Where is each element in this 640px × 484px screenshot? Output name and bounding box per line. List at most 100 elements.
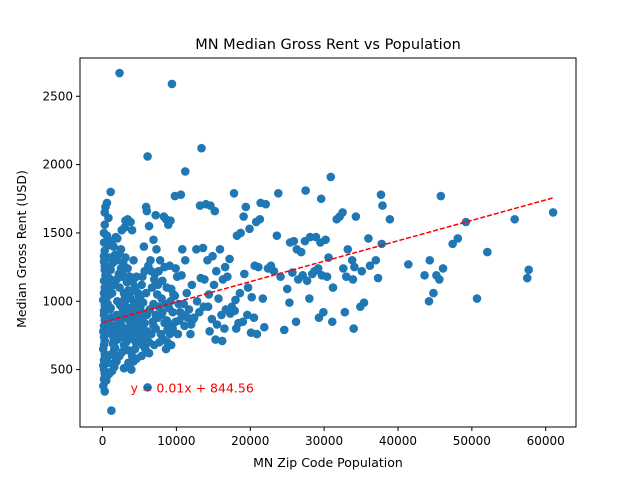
data-point bbox=[236, 228, 245, 238]
data-point bbox=[243, 283, 253, 292]
data-point bbox=[104, 369, 114, 379]
data-point bbox=[143, 383, 152, 392]
data-point bbox=[161, 344, 171, 354]
data-point bbox=[435, 275, 444, 284]
data-point bbox=[151, 310, 161, 320]
data-point bbox=[301, 186, 310, 195]
data-point bbox=[305, 232, 315, 242]
data-point bbox=[130, 344, 140, 354]
data-point bbox=[272, 231, 282, 240]
data-point bbox=[341, 272, 351, 281]
data-point bbox=[146, 266, 156, 276]
data-point bbox=[241, 202, 251, 212]
data-point bbox=[183, 313, 192, 322]
data-point bbox=[245, 224, 254, 234]
data-point bbox=[404, 260, 413, 269]
data-point bbox=[104, 213, 113, 223]
data-point bbox=[321, 235, 330, 245]
data-point bbox=[126, 217, 135, 227]
data-point bbox=[373, 273, 383, 283]
data-point bbox=[231, 324, 241, 333]
data-point bbox=[115, 249, 124, 258]
data-point bbox=[240, 269, 249, 279]
data-point bbox=[157, 310, 166, 320]
data-point bbox=[160, 318, 169, 328]
data-point bbox=[461, 217, 471, 227]
regression-layer bbox=[102, 197, 554, 324]
data-point bbox=[105, 305, 115, 314]
data-point bbox=[186, 329, 195, 339]
data-point bbox=[105, 283, 115, 292]
data-point bbox=[101, 376, 111, 385]
data-point bbox=[214, 294, 223, 303]
data-point bbox=[200, 275, 209, 284]
data-point bbox=[269, 266, 279, 276]
data-point bbox=[187, 280, 197, 290]
data-point bbox=[453, 234, 463, 243]
data-point bbox=[343, 245, 353, 254]
data-point bbox=[319, 307, 328, 317]
data-point bbox=[522, 273, 532, 283]
data-point bbox=[113, 317, 123, 327]
data-point bbox=[510, 214, 519, 224]
data-point bbox=[192, 296, 202, 306]
data-point bbox=[141, 288, 151, 298]
data-point bbox=[168, 307, 177, 317]
data-point bbox=[288, 268, 297, 277]
data-point bbox=[239, 212, 248, 221]
data-point bbox=[371, 255, 381, 265]
data-point bbox=[211, 266, 221, 276]
data-point bbox=[548, 208, 558, 217]
data-point bbox=[168, 324, 177, 333]
y-tick-label: 1000 bbox=[42, 294, 73, 308]
x-axis-label: MN Zip Code Population bbox=[253, 455, 403, 470]
data-point bbox=[208, 251, 217, 261]
data-point bbox=[100, 220, 110, 230]
data-point bbox=[225, 254, 234, 264]
x-tick-label: 20000 bbox=[231, 434, 269, 448]
x-tick-label: 50000 bbox=[453, 434, 491, 448]
data-point bbox=[254, 262, 263, 272]
data-point bbox=[207, 314, 217, 324]
data-point bbox=[313, 264, 323, 273]
data-point bbox=[121, 337, 131, 347]
data-point bbox=[149, 321, 158, 331]
data-point bbox=[231, 295, 240, 305]
data-point bbox=[215, 245, 225, 254]
data-point bbox=[324, 253, 333, 262]
data-point bbox=[350, 262, 359, 272]
data-point bbox=[129, 255, 138, 265]
data-point bbox=[247, 292, 257, 302]
data-point bbox=[182, 288, 192, 298]
data-point bbox=[198, 243, 208, 253]
data-point bbox=[123, 362, 132, 372]
y-tick-label: 500 bbox=[50, 363, 73, 377]
data-point bbox=[176, 190, 186, 199]
y-tick-label: 2500 bbox=[42, 89, 73, 103]
y-tick-label: 2000 bbox=[42, 158, 73, 172]
data-point bbox=[144, 221, 154, 231]
data-point bbox=[155, 255, 165, 265]
data-point bbox=[438, 264, 448, 273]
data-point bbox=[137, 280, 146, 290]
data-point bbox=[144, 348, 154, 358]
data-point bbox=[483, 247, 492, 257]
data-point bbox=[179, 299, 189, 309]
data-point bbox=[107, 236, 116, 246]
data-point bbox=[238, 317, 248, 327]
data-point bbox=[217, 336, 227, 346]
data-point bbox=[291, 317, 301, 327]
data-point bbox=[377, 239, 387, 249]
data-point bbox=[152, 245, 161, 254]
data-point bbox=[255, 214, 265, 224]
data-point bbox=[230, 306, 240, 316]
data-point bbox=[107, 406, 116, 415]
data-point bbox=[177, 271, 186, 280]
data-point bbox=[420, 271, 429, 280]
data-point bbox=[106, 265, 115, 275]
data-point bbox=[210, 206, 220, 216]
data-point bbox=[139, 242, 149, 251]
data-point bbox=[111, 324, 121, 333]
y-axis-label: Median Gross Rent (USD) bbox=[14, 170, 29, 328]
